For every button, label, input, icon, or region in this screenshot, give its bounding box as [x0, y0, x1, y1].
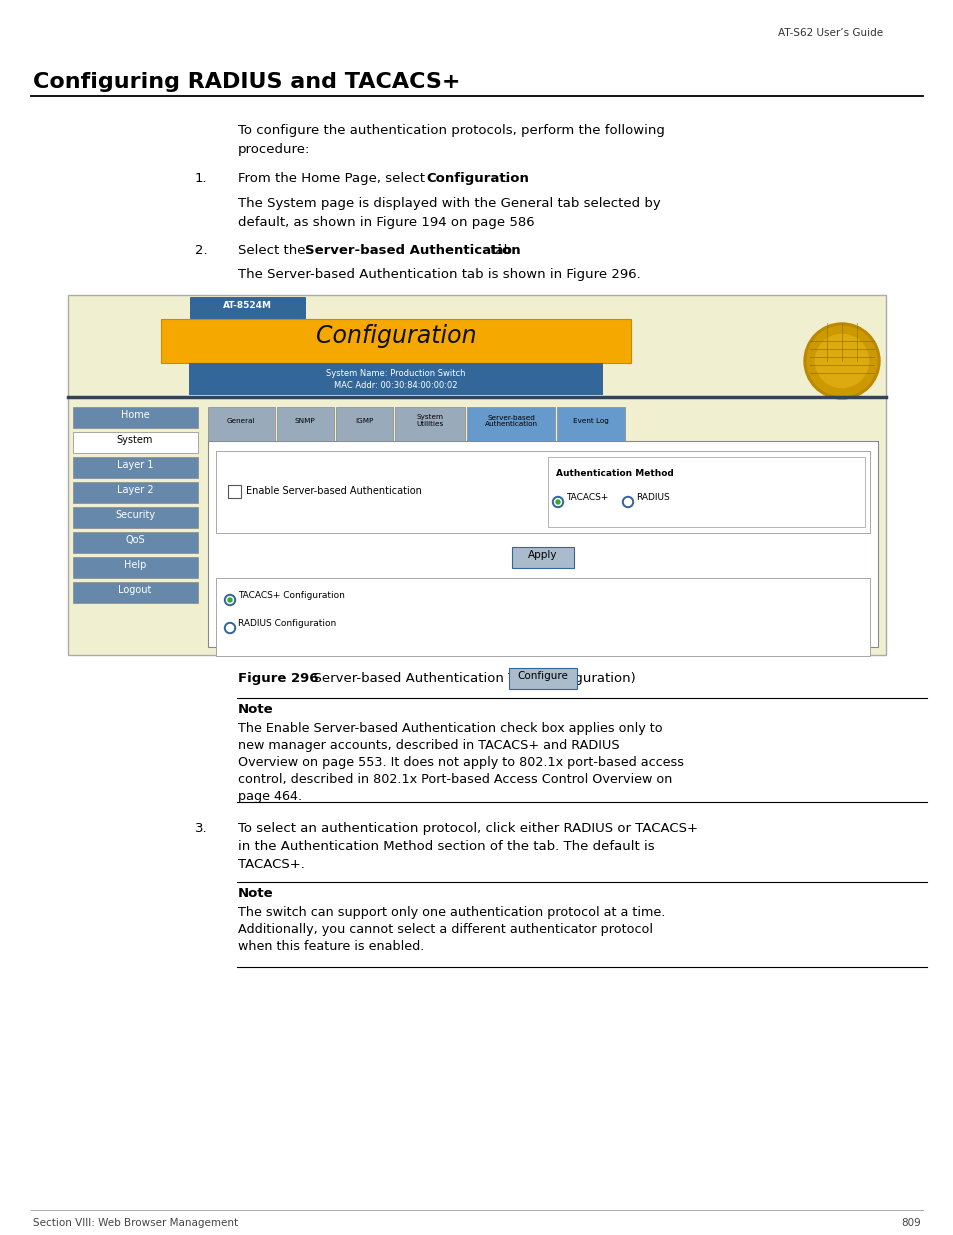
Text: MAC Addr: 00:30:84:00:00:02: MAC Addr: 00:30:84:00:00:02 — [334, 380, 457, 389]
Text: Server-based Authentication: Server-based Authentication — [305, 245, 520, 257]
Text: in the Authentication Method section of the tab. The default is: in the Authentication Method section of … — [237, 840, 654, 853]
Text: control, described in 802.1x Port-based Access Control Overview on: control, described in 802.1x Port-based … — [237, 773, 672, 785]
FancyBboxPatch shape — [73, 582, 198, 603]
FancyBboxPatch shape — [512, 547, 574, 568]
Text: Configuration: Configuration — [426, 172, 528, 185]
Text: .: . — [503, 172, 508, 185]
Text: Logout: Logout — [118, 585, 152, 595]
Circle shape — [552, 496, 563, 508]
Text: 2.: 2. — [194, 245, 208, 257]
Text: Authentication Method: Authentication Method — [556, 469, 673, 478]
FancyBboxPatch shape — [73, 508, 198, 529]
FancyBboxPatch shape — [215, 578, 869, 656]
FancyBboxPatch shape — [215, 451, 869, 534]
Text: AT-S62 User’s Guide: AT-S62 User’s Guide — [777, 28, 882, 38]
Circle shape — [622, 496, 633, 508]
FancyBboxPatch shape — [467, 408, 555, 441]
Text: Configure: Configure — [517, 671, 568, 680]
Text: Configuring RADIUS and TACACS+: Configuring RADIUS and TACACS+ — [33, 72, 460, 91]
Text: Layer 1: Layer 1 — [116, 459, 153, 471]
Text: Select the: Select the — [237, 245, 310, 257]
FancyBboxPatch shape — [73, 457, 198, 478]
Text: Apply: Apply — [528, 550, 558, 559]
Text: From the Home Page, select: From the Home Page, select — [237, 172, 429, 185]
FancyBboxPatch shape — [228, 485, 241, 498]
FancyBboxPatch shape — [73, 408, 198, 429]
Circle shape — [806, 326, 876, 396]
Text: TACACS+: TACACS+ — [565, 494, 608, 503]
Text: The Enable Server-based Authentication check box applies only to: The Enable Server-based Authentication c… — [237, 722, 662, 735]
Text: QoS: QoS — [125, 535, 145, 545]
Text: Additionally, you cannot select a different authenticator protocol: Additionally, you cannot select a differ… — [237, 923, 652, 936]
Text: To select an authentication protocol, click either RADIUS or TACACS+: To select an authentication protocol, cl… — [237, 823, 698, 835]
Text: AT-8524M: AT-8524M — [222, 300, 272, 310]
Circle shape — [226, 625, 233, 631]
Text: Note: Note — [237, 887, 274, 900]
Text: TACACS+ Configuration: TACACS+ Configuration — [237, 592, 345, 600]
Text: TACACS+.: TACACS+. — [237, 858, 305, 871]
FancyBboxPatch shape — [335, 408, 393, 441]
Text: Event Log: Event Log — [573, 417, 608, 424]
Text: SNMP: SNMP — [294, 417, 315, 424]
Text: To configure the authentication protocols, perform the following: To configure the authentication protocol… — [237, 124, 664, 137]
Text: IGMP: IGMP — [355, 417, 373, 424]
FancyBboxPatch shape — [547, 457, 864, 527]
FancyBboxPatch shape — [276, 408, 334, 441]
Text: 3.: 3. — [194, 823, 208, 835]
Text: Note: Note — [237, 703, 274, 716]
FancyBboxPatch shape — [73, 557, 198, 578]
Text: The Server-based Authentication tab is shown in Figure 296.: The Server-based Authentication tab is s… — [237, 268, 640, 282]
Text: The switch can support only one authentication protocol at a time.: The switch can support only one authenti… — [237, 906, 664, 919]
Text: Server-based
Authentication: Server-based Authentication — [484, 415, 537, 427]
Text: new manager accounts, described in TACACS+ and RADIUS: new manager accounts, described in TACAC… — [237, 739, 619, 752]
Circle shape — [226, 597, 233, 604]
FancyBboxPatch shape — [509, 668, 577, 689]
Text: The System page is displayed with the General tab selected by: The System page is displayed with the Ge… — [237, 198, 660, 210]
Text: RADIUS Configuration: RADIUS Configuration — [237, 620, 335, 629]
Text: Security: Security — [114, 510, 155, 520]
FancyBboxPatch shape — [208, 408, 274, 441]
FancyBboxPatch shape — [208, 441, 877, 647]
Text: Enable Server-based Authentication: Enable Server-based Authentication — [246, 487, 421, 496]
FancyBboxPatch shape — [557, 408, 624, 441]
Text: Section VIII: Web Browser Management: Section VIII: Web Browser Management — [33, 1218, 238, 1228]
Text: Help: Help — [124, 559, 146, 571]
Text: System
Utilities: System Utilities — [416, 415, 443, 427]
Text: Configuration: Configuration — [315, 324, 476, 348]
FancyBboxPatch shape — [73, 532, 198, 553]
Circle shape — [224, 622, 235, 634]
Circle shape — [803, 324, 879, 399]
Text: procedure:: procedure: — [237, 143, 310, 156]
Circle shape — [624, 499, 631, 505]
Text: 809: 809 — [901, 1218, 920, 1228]
Circle shape — [228, 598, 232, 601]
Text: Home: Home — [120, 410, 150, 420]
Circle shape — [815, 335, 867, 388]
FancyBboxPatch shape — [395, 408, 464, 441]
FancyBboxPatch shape — [189, 363, 602, 395]
FancyBboxPatch shape — [161, 319, 630, 363]
Circle shape — [556, 500, 559, 504]
Circle shape — [224, 594, 235, 605]
Text: tab.: tab. — [485, 245, 516, 257]
Text: Overview on page 553. It does not apply to 802.1x port-based access: Overview on page 553. It does not apply … — [237, 756, 683, 769]
Text: when this feature is enabled.: when this feature is enabled. — [237, 940, 424, 953]
Text: Server-based Authentication Tab (Configuration): Server-based Authentication Tab (Configu… — [305, 672, 635, 685]
FancyBboxPatch shape — [190, 296, 305, 319]
Text: Figure 296: Figure 296 — [237, 672, 318, 685]
Circle shape — [554, 499, 561, 505]
FancyBboxPatch shape — [73, 432, 198, 453]
Text: default, as shown in Figure 194 on page 586: default, as shown in Figure 194 on page … — [237, 216, 534, 228]
Text: 1.: 1. — [194, 172, 208, 185]
Text: System: System — [116, 435, 153, 445]
Text: RADIUS: RADIUS — [636, 494, 669, 503]
Text: page 464.: page 464. — [237, 790, 302, 803]
FancyBboxPatch shape — [68, 295, 885, 655]
Text: General: General — [227, 417, 255, 424]
Text: System Name: Production Switch: System Name: Production Switch — [326, 368, 465, 378]
Text: Layer 2: Layer 2 — [116, 485, 153, 495]
FancyBboxPatch shape — [73, 482, 198, 503]
